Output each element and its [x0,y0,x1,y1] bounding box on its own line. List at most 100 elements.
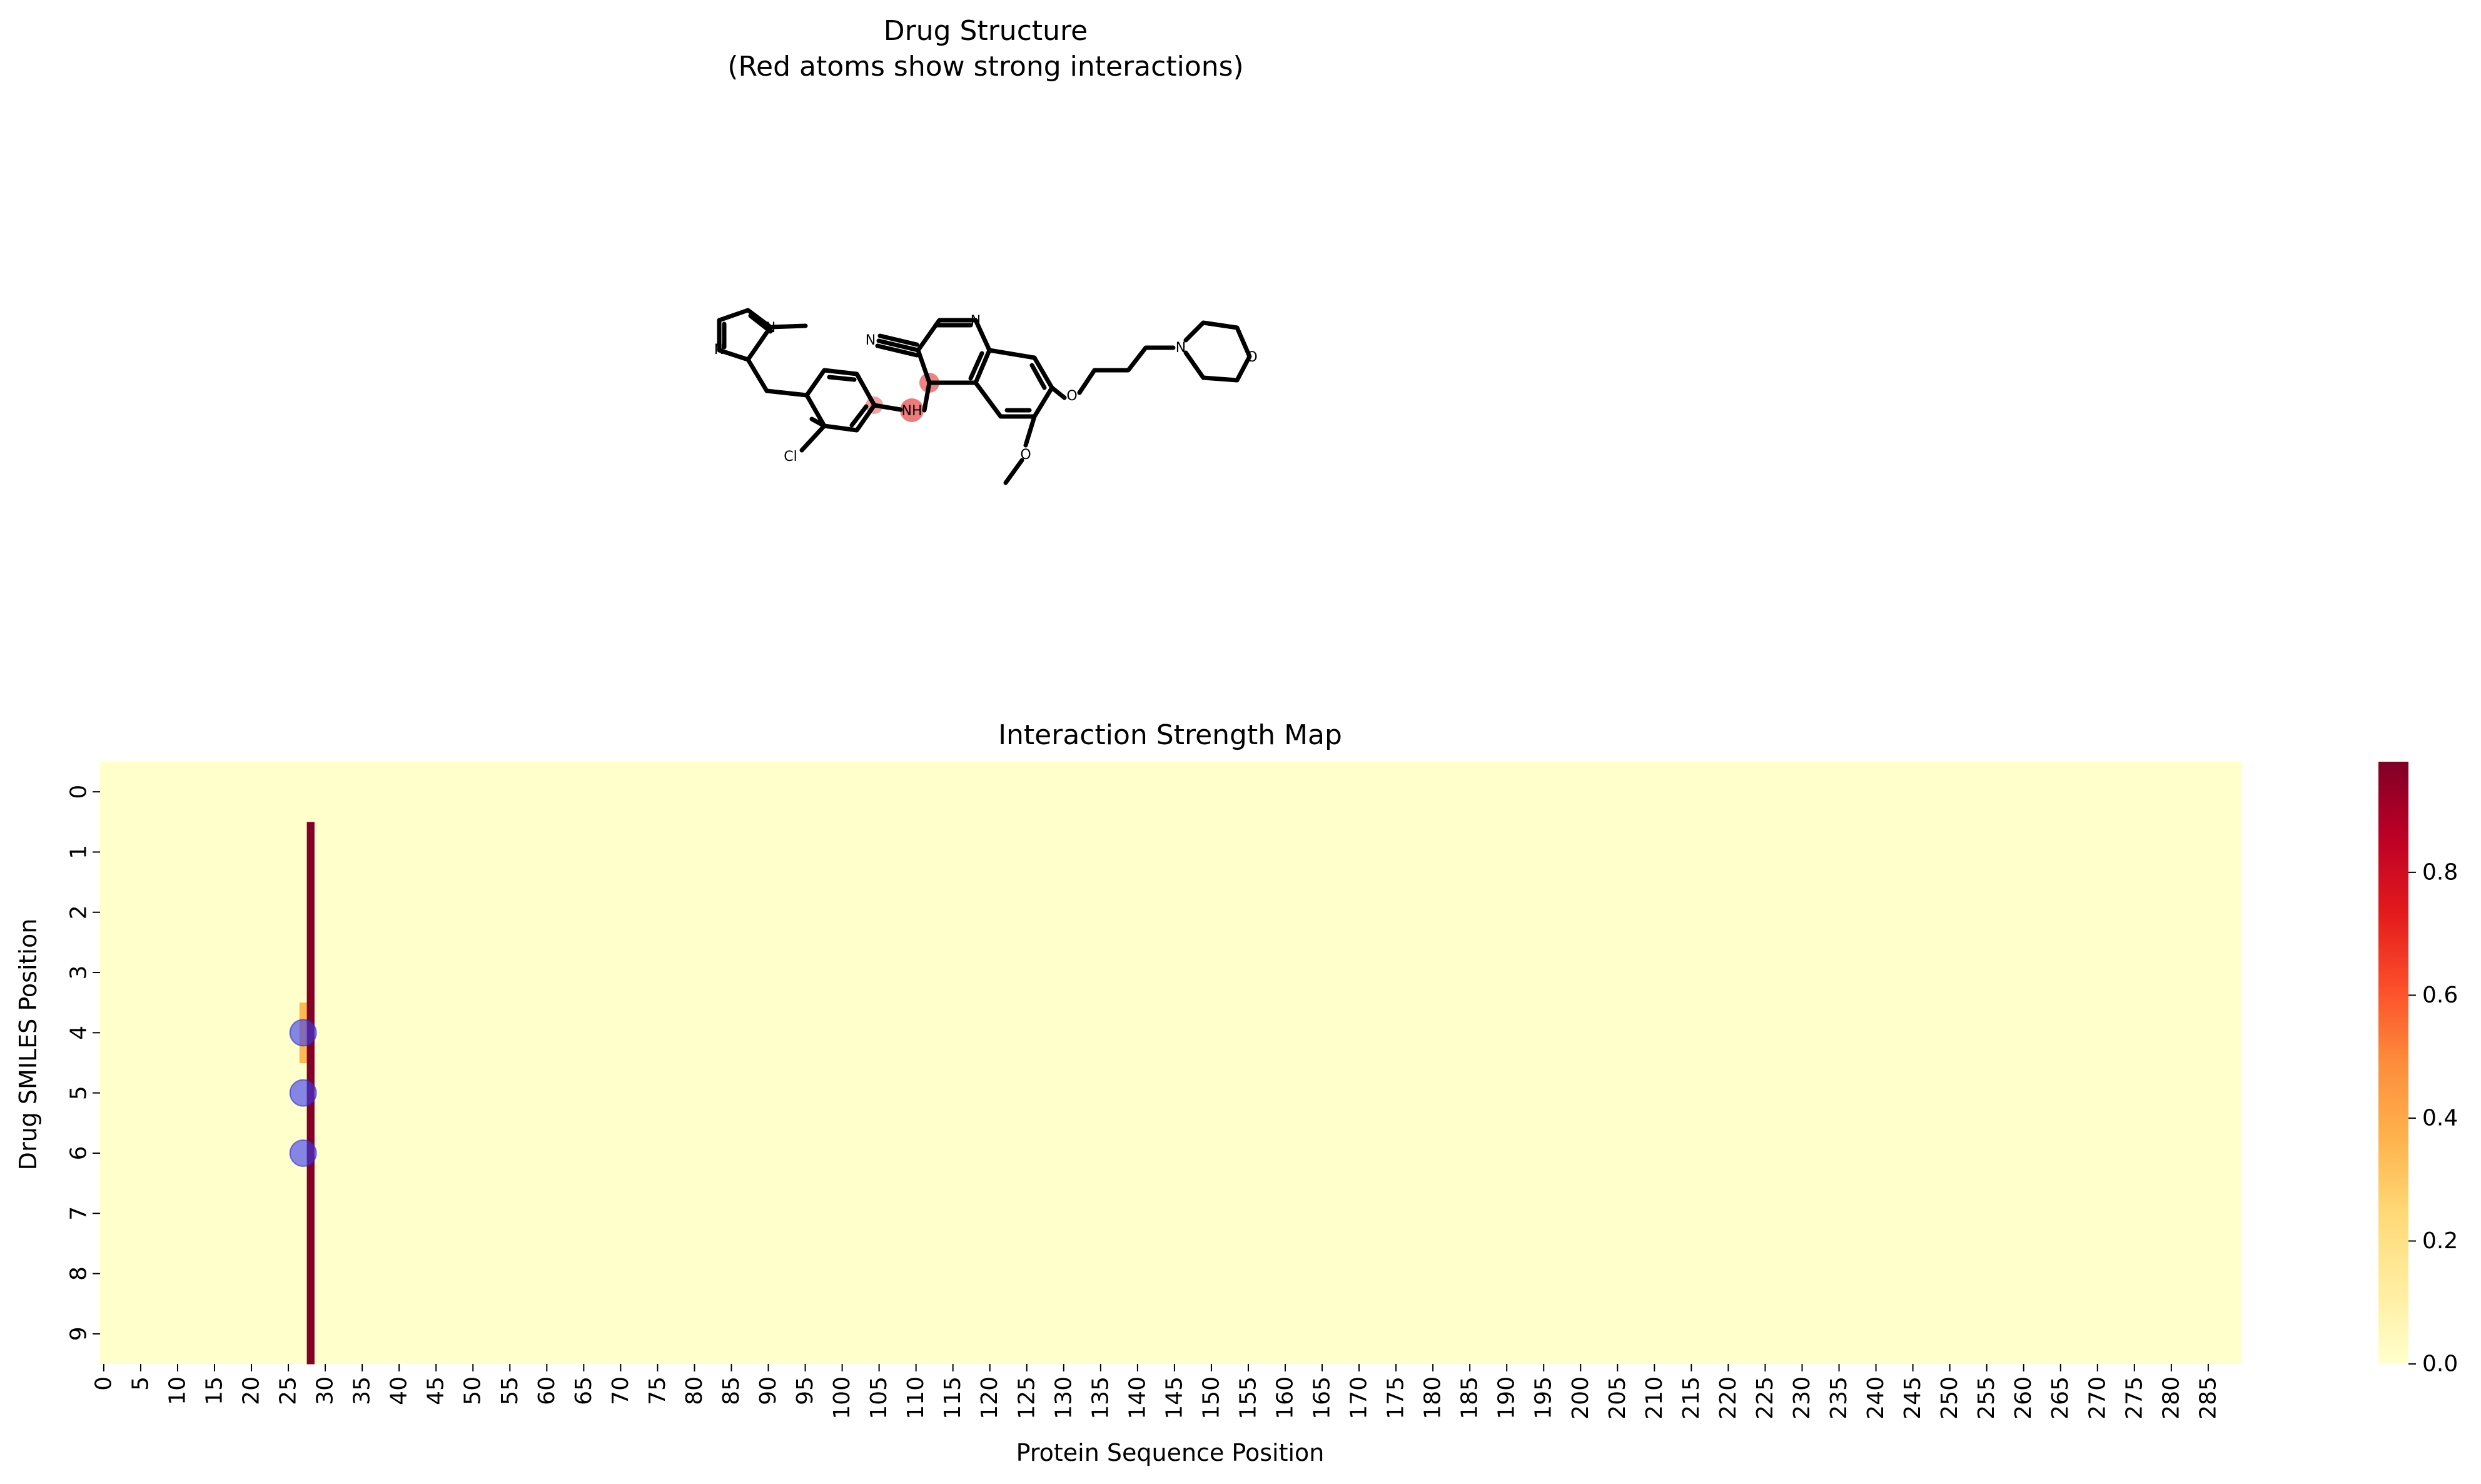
colorbar-tick-label: 0.4 [2422,1105,2458,1131]
x-tick-label: 145 [1161,1376,1187,1420]
x-tick-label: 125 [1014,1376,1039,1420]
x-tick-label: 225 [1752,1376,1778,1420]
x-tick-label: 255 [1974,1376,1999,1420]
molecule-bonds [717,308,1252,485]
atom-label-o: O [1020,447,1031,463]
x-tick-label: 205 [1605,1376,1630,1420]
y-axis-label: Drug SMILES Position [14,919,42,1171]
heatmap-cell [306,1183,315,1244]
interaction-marker [289,1019,317,1047]
colorbar: 0.0 0.2 0.4 0.6 0.8 [2378,762,2458,1377]
x-tick-label: 50 [460,1376,486,1405]
x-tick-label: 105 [866,1376,892,1420]
x-tick-label: 140 [1124,1376,1150,1420]
x-axis-label: Protein Sequence Position [1016,1439,1325,1466]
x-tick-label: 155 [1235,1376,1261,1420]
x-tick-label: 160 [1273,1376,1298,1420]
x-tick-label: 85 [719,1376,744,1405]
x-tick-label: 25 [276,1376,301,1405]
y-tick-label: 3 [66,966,92,980]
x-tick-label: 190 [1494,1376,1520,1420]
y-tick-label: 2 [66,905,92,919]
atom-label-o: O [1066,388,1077,404]
structure-title-line1: Drug Structure [884,15,1088,47]
x-tick-label: 60 [534,1376,560,1405]
atom-label-o: O [1246,350,1257,365]
atom-label-n: N [766,320,776,336]
x-tick-label: 210 [1642,1376,1667,1420]
y-tick-label: 5 [66,1086,92,1100]
heatmap-cell [306,822,315,883]
colorbar-gradient [2378,762,2408,1364]
molecule-drawing: N N Cl NH N N O O N O [714,308,1258,485]
x-tick-label: 150 [1198,1376,1224,1420]
heatmap-cell [306,882,315,943]
x-tick-label: 250 [1937,1376,1963,1420]
structure-title-line2: (Red atoms show strong interactions) [727,51,1243,83]
x-tick-label: 215 [1679,1376,1704,1420]
x-tick-label: 80 [682,1376,707,1405]
x-tick-label: 280 [2158,1376,2184,1420]
x-tick-label: 195 [1531,1376,1557,1420]
interaction-marker [289,1079,317,1107]
atom-labels: N N Cl NH N N O O N O [714,313,1258,465]
x-tick-label: 65 [571,1376,597,1405]
colorbar-tick-label: 0.8 [2422,859,2458,885]
x-tick-label: 170 [1347,1376,1372,1420]
x-tick-label: 30 [313,1376,338,1405]
drug-structure-panel: Drug Structure (Red atoms show strong in… [714,15,1258,485]
x-tick-label: 115 [940,1376,966,1420]
y-tick-label: 1 [66,845,92,859]
x-tick-label: 180 [1420,1376,1446,1420]
x-tick-label: 270 [2084,1376,2110,1420]
atom-label-n: N [971,313,981,329]
x-tick-label: 35 [350,1376,375,1405]
x-tick-label: 230 [1789,1376,1815,1420]
x-tick-label: 95 [792,1376,818,1405]
y-tick-label: 7 [66,1206,92,1221]
heatmap-background [100,762,2241,1364]
atom-label-n: N [1176,340,1186,356]
x-tick-label: 235 [1826,1376,1852,1420]
x-tick-label: 130 [1051,1376,1076,1420]
x-tick-label: 175 [1383,1376,1409,1420]
colorbar-tick-label: 0.2 [2422,1228,2458,1254]
x-tick-label: 260 [2011,1376,2036,1420]
y-tick-label: 4 [66,1026,92,1040]
y-tick-label: 9 [66,1326,92,1341]
colorbar-tick-label: 0.6 [2422,982,2458,1008]
heatmap-cell [306,1243,315,1305]
x-tick-label: 40 [387,1376,412,1405]
x-tick-label: 100 [829,1376,855,1420]
x-tick-label: 20 [239,1376,265,1405]
heatmap-cell [306,942,315,1003]
colorbar-ticks: 0.0 0.2 0.4 0.6 0.8 [2408,859,2458,1377]
x-tick-label: 15 [202,1376,228,1405]
x-tick-label: 285 [2195,1376,2221,1420]
x-tick-label: 245 [1900,1376,1926,1420]
heatmap-area [100,762,2241,1365]
x-tick-label: 110 [903,1376,929,1420]
x-tick-label: 45 [423,1376,449,1405]
atom-label-n: N [866,333,876,348]
x-tick-label: 120 [977,1376,1003,1420]
y-axis: 0 1 2 3 4 5 6 7 8 9 [66,785,100,1341]
interaction-marker [289,1139,317,1167]
heatmap-title: Interaction Strength Map [998,719,1342,751]
y-tick-label: 6 [66,1146,92,1160]
x-tick-label: 5 [128,1376,153,1391]
atom-highlight [900,398,924,422]
x-tick-label: 240 [1863,1376,1889,1420]
x-tick-label: 165 [1310,1376,1335,1420]
x-tick-label: 0 [91,1376,116,1391]
colorbar-tick-label: 0.0 [2422,1351,2458,1377]
x-tick-label: 275 [2121,1376,2147,1420]
heatmap-cell [306,1303,315,1365]
atom-label-cl: Cl [784,449,797,465]
x-tick-label: 10 [164,1376,190,1405]
x-tick-label: 200 [1568,1376,1594,1420]
heatmap-panel: Interaction Strength Map 0 5 10 15 20 25 30 35 4… [14,719,2241,1466]
x-tick-label: 135 [1088,1376,1113,1420]
x-tick-label: 75 [645,1376,670,1405]
